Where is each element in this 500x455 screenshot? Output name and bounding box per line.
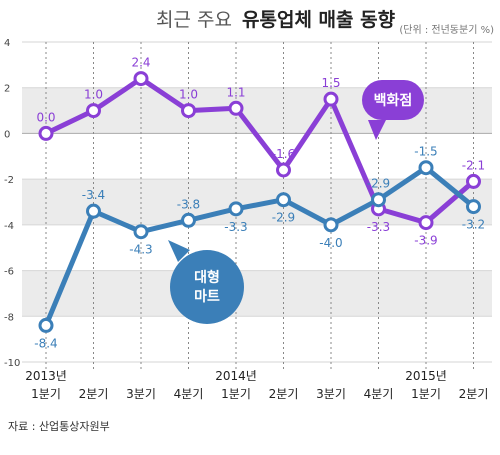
x-tick-label: 2분기 (269, 387, 299, 401)
series-lines (43, 76, 476, 328)
x-tick-label: 4분기 (174, 387, 204, 401)
data-label: -3.4 (82, 188, 105, 202)
y-axis-tick-labels: 4 2 0 -2 -4 -6 -8 -10 (4, 38, 20, 369)
callout-pointer (368, 120, 386, 140)
data-point (418, 215, 434, 231)
data-points (38, 71, 481, 333)
y-tick-label: -6 (4, 267, 14, 278)
data-label: -3.3 (367, 220, 390, 234)
data-point (38, 317, 54, 333)
data-point (133, 71, 149, 87)
data-label: -3.8 (177, 197, 200, 211)
data-label: 2.4 (131, 56, 150, 70)
data-point (323, 217, 339, 233)
series-line (43, 165, 476, 328)
x-tick-label: 1분기 (221, 387, 251, 401)
data-label: -4.3 (129, 243, 152, 257)
data-label: 1.0 (84, 88, 103, 102)
callout-label: 대형 (194, 269, 220, 286)
data-point (466, 199, 481, 215)
data-label: -2.9 (272, 211, 295, 225)
data-label: -4.0 (319, 236, 342, 250)
x-year-label: 2015년 (405, 369, 447, 383)
data-label: -8.4 (34, 336, 57, 350)
callout-label: 백화점 (374, 92, 413, 109)
chart-title-light: 최근 주요 (156, 9, 232, 31)
x-year-label: 2014년 (215, 369, 257, 383)
data-point (371, 192, 386, 208)
data-label: -3.3 (224, 220, 247, 234)
data-point (466, 173, 481, 189)
data-point (228, 201, 244, 217)
callout-label: 마트 (194, 289, 220, 305)
data-label: -3.2 (462, 218, 485, 232)
data-point (133, 224, 149, 240)
gridlines (22, 41, 492, 370)
data-label: 1.1 (226, 85, 245, 99)
y-tick-label: 0 (4, 129, 10, 140)
chart-title-bold: 유통업체 매출 동향 (242, 9, 396, 31)
data-point (276, 162, 291, 178)
y-tick-label: -2 (4, 175, 14, 186)
data-label: -1.5 (414, 145, 437, 159)
x-tick-label: 1분기 (31, 387, 61, 401)
data-label: 1.5 (321, 76, 340, 90)
callout-badge (170, 250, 244, 324)
data-point (38, 125, 54, 141)
y-tick-label: 2 (4, 84, 10, 95)
x-tick-label: 3분기 (316, 387, 346, 401)
data-point (86, 103, 101, 119)
y-tick-label: 4 (4, 38, 10, 49)
data-point (276, 192, 291, 208)
data-label: -2.1 (462, 158, 485, 172)
x-axis-ticks: 1분기 2분기 3분기 4분기 1분기 2분기 3분기 4분기 1분기 2분기 2013년 2014년… (25, 369, 488, 401)
x-tick-label: 3분기 (126, 387, 156, 401)
x-year-label: 2013년 (25, 369, 67, 383)
source-label: 자료 : 산업통상자원부 (8, 420, 110, 433)
x-tick-label: 2분기 (79, 387, 109, 401)
unit-label: (단위 : 전년동분기 %) (399, 23, 494, 36)
data-point (181, 103, 196, 119)
data-point (323, 91, 339, 107)
series-line (43, 76, 476, 226)
data-label: -1.6 (272, 147, 295, 161)
y-tick-label: -8 (4, 312, 14, 323)
y-tick-label: -4 (4, 221, 14, 232)
data-label: -2.9 (367, 177, 390, 191)
y-tick-label: -10 (4, 358, 20, 369)
data-label: 0.0 (36, 110, 55, 124)
data-point (86, 203, 101, 219)
callout-badge (362, 80, 424, 120)
data-point (418, 160, 434, 176)
x-tick-label: 1분기 (411, 387, 441, 401)
data-point (228, 100, 244, 116)
data-point (181, 212, 196, 228)
data-label: 1.0 (179, 88, 198, 102)
data-label: -3.9 (414, 234, 437, 248)
data-labels: 0.0 1.0 2.4 1.0 1.1 -1.6 1.5 -3.3 -3.9 -2.1 -8.4 -3… (34, 56, 485, 351)
x-tick-label: 2분기 (459, 387, 489, 401)
grid-band (22, 270, 492, 317)
x-tick-label: 4분기 (364, 387, 394, 401)
callout-pointer (168, 240, 190, 262)
